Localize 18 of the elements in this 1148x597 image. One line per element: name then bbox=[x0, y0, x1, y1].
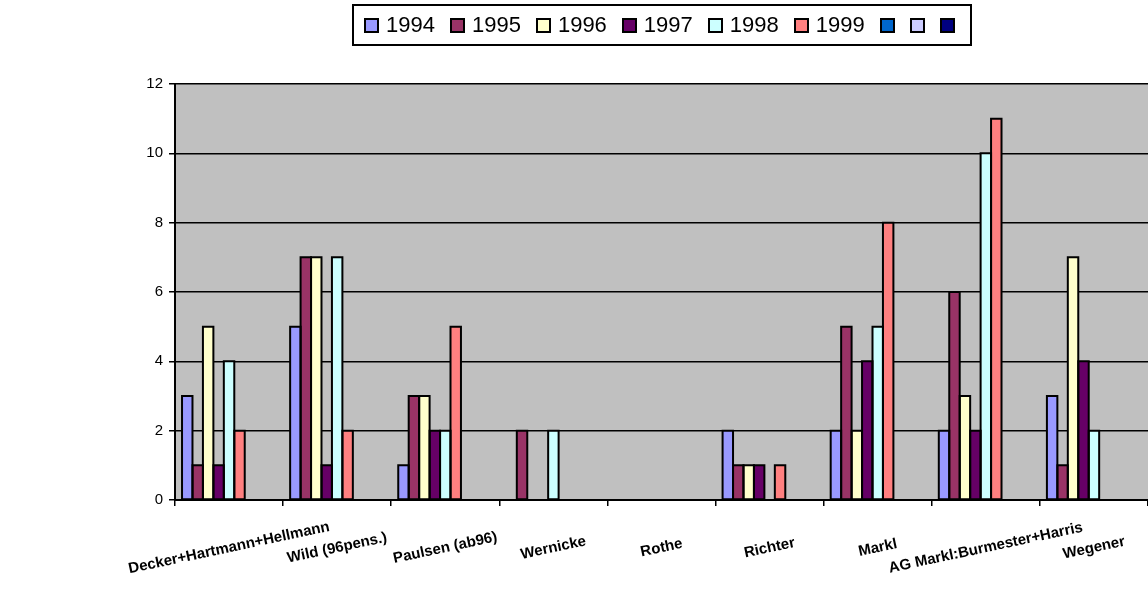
y-tick-label: 12 bbox=[146, 74, 163, 92]
legend-label: 1997 bbox=[643, 12, 693, 37]
legend-label: 1996 bbox=[557, 12, 607, 37]
x-tick-label: Rothe bbox=[638, 533, 684, 560]
legend-label: 1994 bbox=[386, 12, 435, 37]
legend-label: 1995 bbox=[471, 12, 521, 37]
y-tick-label: 0 bbox=[154, 490, 163, 508]
y-tick-label: 8 bbox=[154, 212, 163, 230]
x-tick-label: Paulsen (ab96) bbox=[391, 527, 499, 566]
y-tick-label: 4 bbox=[154, 351, 163, 369]
legend-label: 1999 bbox=[815, 12, 865, 37]
x-tick-label: Richter bbox=[742, 532, 797, 561]
y-tick-label: 2 bbox=[154, 420, 163, 438]
y-tick-label: 10 bbox=[146, 143, 163, 161]
legend-label: 1998 bbox=[729, 12, 779, 37]
x-tick-label: Wernicke bbox=[518, 531, 588, 562]
y-tick-label: 6 bbox=[154, 282, 163, 300]
x-tick-label: Markl bbox=[856, 534, 899, 560]
